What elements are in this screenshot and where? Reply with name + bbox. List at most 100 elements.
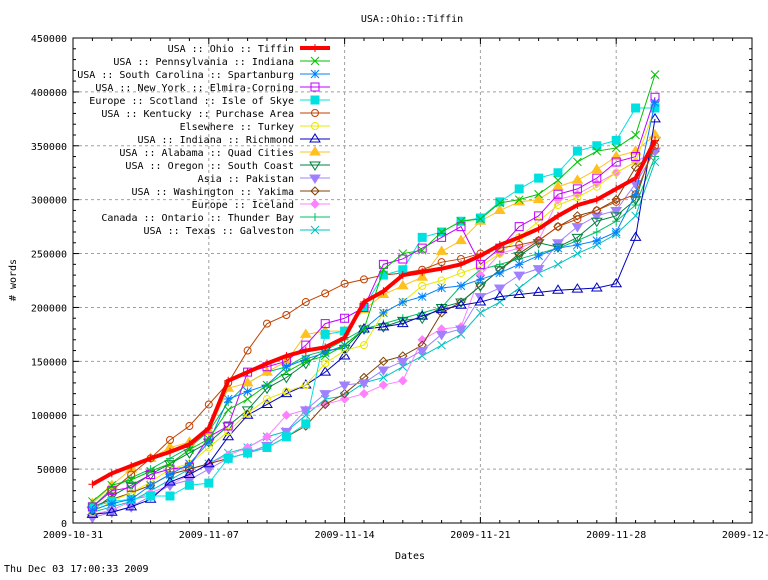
data-point-x — [310, 225, 320, 235]
data-point-x — [456, 216, 466, 226]
data-point-triangle — [493, 290, 506, 301]
data-point-diamond-filled — [398, 376, 408, 386]
data-point-diamond — [572, 211, 583, 221]
data-point-triangle — [513, 288, 526, 299]
legend-label: USA :: Texas :: Galveston — [143, 226, 294, 237]
data-point-x — [88, 497, 97, 506]
data-point-square — [310, 82, 320, 92]
data-point-triangle — [309, 133, 321, 143]
data-point-star — [204, 437, 214, 447]
data-point-circle — [534, 236, 543, 245]
data-point-circle — [243, 409, 252, 418]
data-point-plus — [127, 461, 136, 470]
data-point-triangle — [610, 277, 623, 288]
data-point-plus — [166, 447, 174, 456]
data-point-plus — [554, 211, 562, 220]
data-point-down-triangle-filled — [202, 465, 215, 476]
data-point-x — [379, 265, 388, 275]
data-point-square-filled — [310, 95, 320, 105]
data-point-square-filled — [281, 432, 291, 442]
legend-label: Canada :: Ontario :: Thunder Bay — [101, 213, 294, 224]
data-point-star — [592, 236, 602, 245]
data-point-x — [398, 249, 408, 258]
y-axis-label: # words — [8, 259, 19, 301]
legend-item: Europe :: Scotland :: Isle of Skye — [89, 95, 330, 107]
chart-title: USA::Ohio::Tiffin — [361, 14, 463, 25]
data-point-star — [165, 470, 175, 479]
data-point-x — [650, 70, 660, 79]
data-point-x — [107, 480, 117, 490]
data-point-circle — [166, 436, 174, 445]
data-point-x — [243, 394, 252, 404]
data-point-plus — [398, 271, 407, 280]
y-tick-label: 300000 — [31, 196, 67, 207]
data-point-circle — [321, 289, 330, 298]
data-point-plus — [146, 454, 155, 463]
data-point-triangle-filled — [416, 271, 429, 281]
data-point-down-triangle-filled — [435, 330, 448, 341]
data-point-down-triangle-filled — [455, 325, 467, 335]
x-tick-label: 2009-11-21 — [450, 530, 510, 541]
data-point-down-triangle-filled — [610, 206, 623, 217]
data-point-down-triangle — [610, 212, 623, 222]
data-point-plus — [282, 351, 291, 360]
data-point-star — [379, 308, 388, 318]
data-point-plus — [243, 368, 252, 377]
data-point-plus — [263, 359, 271, 368]
data-point-circle — [360, 341, 368, 350]
data-point-diamond — [378, 356, 389, 367]
data-point-down-triangle-filled — [396, 357, 409, 368]
data-point-x — [476, 214, 485, 224]
series-line — [91, 139, 657, 486]
data-point-plus — [418, 267, 427, 276]
data-point-down-triangle-filled — [319, 390, 332, 400]
series-group — [86, 70, 661, 524]
data-point-down-triangle — [513, 252, 526, 262]
data-point-circle — [418, 281, 427, 290]
data-point-triangle — [319, 366, 332, 376]
data-point-diamond — [184, 464, 195, 474]
data-point-circle — [301, 381, 310, 390]
data-point-plus — [379, 287, 388, 296]
data-point-circle — [263, 395, 271, 404]
data-point-square-filled — [631, 103, 641, 113]
series-1 — [88, 70, 660, 506]
data-point-x — [573, 249, 582, 258]
data-point-plus — [224, 376, 233, 385]
data-point-square-filled — [475, 213, 485, 223]
data-point-star — [320, 348, 330, 358]
data-point-triangle — [222, 430, 235, 441]
data-point-square — [553, 189, 563, 199]
data-point-square — [534, 211, 544, 221]
data-point-down-triangle-filled — [493, 284, 506, 294]
data-point-x — [379, 373, 388, 382]
data-point-x — [650, 157, 660, 167]
data-point-square-filled — [495, 197, 505, 207]
x-axis-label: Dates — [395, 551, 425, 562]
data-point-plus — [651, 136, 659, 145]
y-tick-label: 200000 — [31, 303, 67, 314]
legend-item: Asia :: Pakistan — [198, 174, 330, 185]
data-point-square — [320, 319, 330, 329]
data-point-circle — [301, 298, 310, 307]
x-tick-label: 2009-11-28 — [586, 530, 646, 541]
data-point-star — [310, 69, 320, 79]
data-point-plus — [592, 195, 601, 204]
x-tick-label: 2009-11-07 — [179, 530, 239, 541]
data-point-triangle — [299, 379, 312, 389]
data-point-triangle — [455, 299, 467, 309]
legend-item: USA :: South Carolina :: Spartanburg — [77, 69, 330, 81]
data-point-plus — [612, 184, 621, 193]
y-tick-label: 150000 — [31, 357, 67, 368]
data-point-circle — [321, 359, 330, 368]
data-point-diamond-filled — [339, 394, 350, 404]
data-point-circle — [282, 310, 291, 319]
legend-item: USA :: Oregon :: South Coast — [125, 161, 330, 172]
data-point-x — [437, 340, 446, 350]
data-point-triangle-filled — [532, 193, 545, 204]
data-point-square-filled — [223, 453, 233, 463]
data-point-x — [204, 434, 214, 444]
data-point-down-triangle-filled — [358, 379, 370, 389]
